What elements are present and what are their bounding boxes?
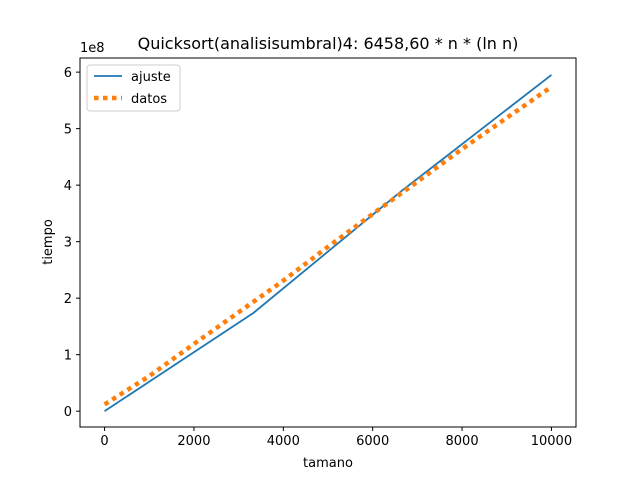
x-tick-label: 6000	[356, 434, 389, 449]
y-tick-label: 3	[64, 236, 72, 251]
x-tick-label: 0	[100, 434, 108, 449]
y-tick-label: 5	[64, 123, 72, 138]
y-tick-label: 2	[64, 292, 72, 307]
legend-label-ajuste: ajuste	[131, 70, 171, 85]
y-tick-label: 6	[64, 66, 72, 81]
y-tick-label: 0	[64, 405, 72, 420]
legend: ajuste datos	[86, 64, 181, 112]
x-axis-label: tamano	[303, 456, 353, 471]
y-tick-label: 4	[64, 179, 72, 194]
y-axis-label: tiempo	[41, 219, 56, 265]
x-tick-label: 2000	[177, 434, 210, 449]
y-tick-label: 1	[64, 349, 72, 364]
legend-label-datos: datos	[131, 92, 167, 107]
series-line-ajuste	[104, 74, 552, 412]
series-line-datos	[103, 84, 553, 407]
x-tick-label: 8000	[446, 434, 479, 449]
x-axis-ticks: 0 2000 4000 6000 8000 10000	[100, 427, 572, 449]
chart-title: Quicksort(analisisumbral)4: 6458,60 * n …	[138, 34, 519, 53]
x-tick-label: 4000	[267, 434, 300, 449]
series-layer	[103, 74, 553, 412]
y-offset-label: 1e8	[80, 41, 105, 56]
y-axis-ticks: 0 1 2 3 4 5 6	[64, 66, 80, 420]
plot-frame	[79, 57, 577, 428]
x-tick-label: 10000	[531, 434, 572, 449]
